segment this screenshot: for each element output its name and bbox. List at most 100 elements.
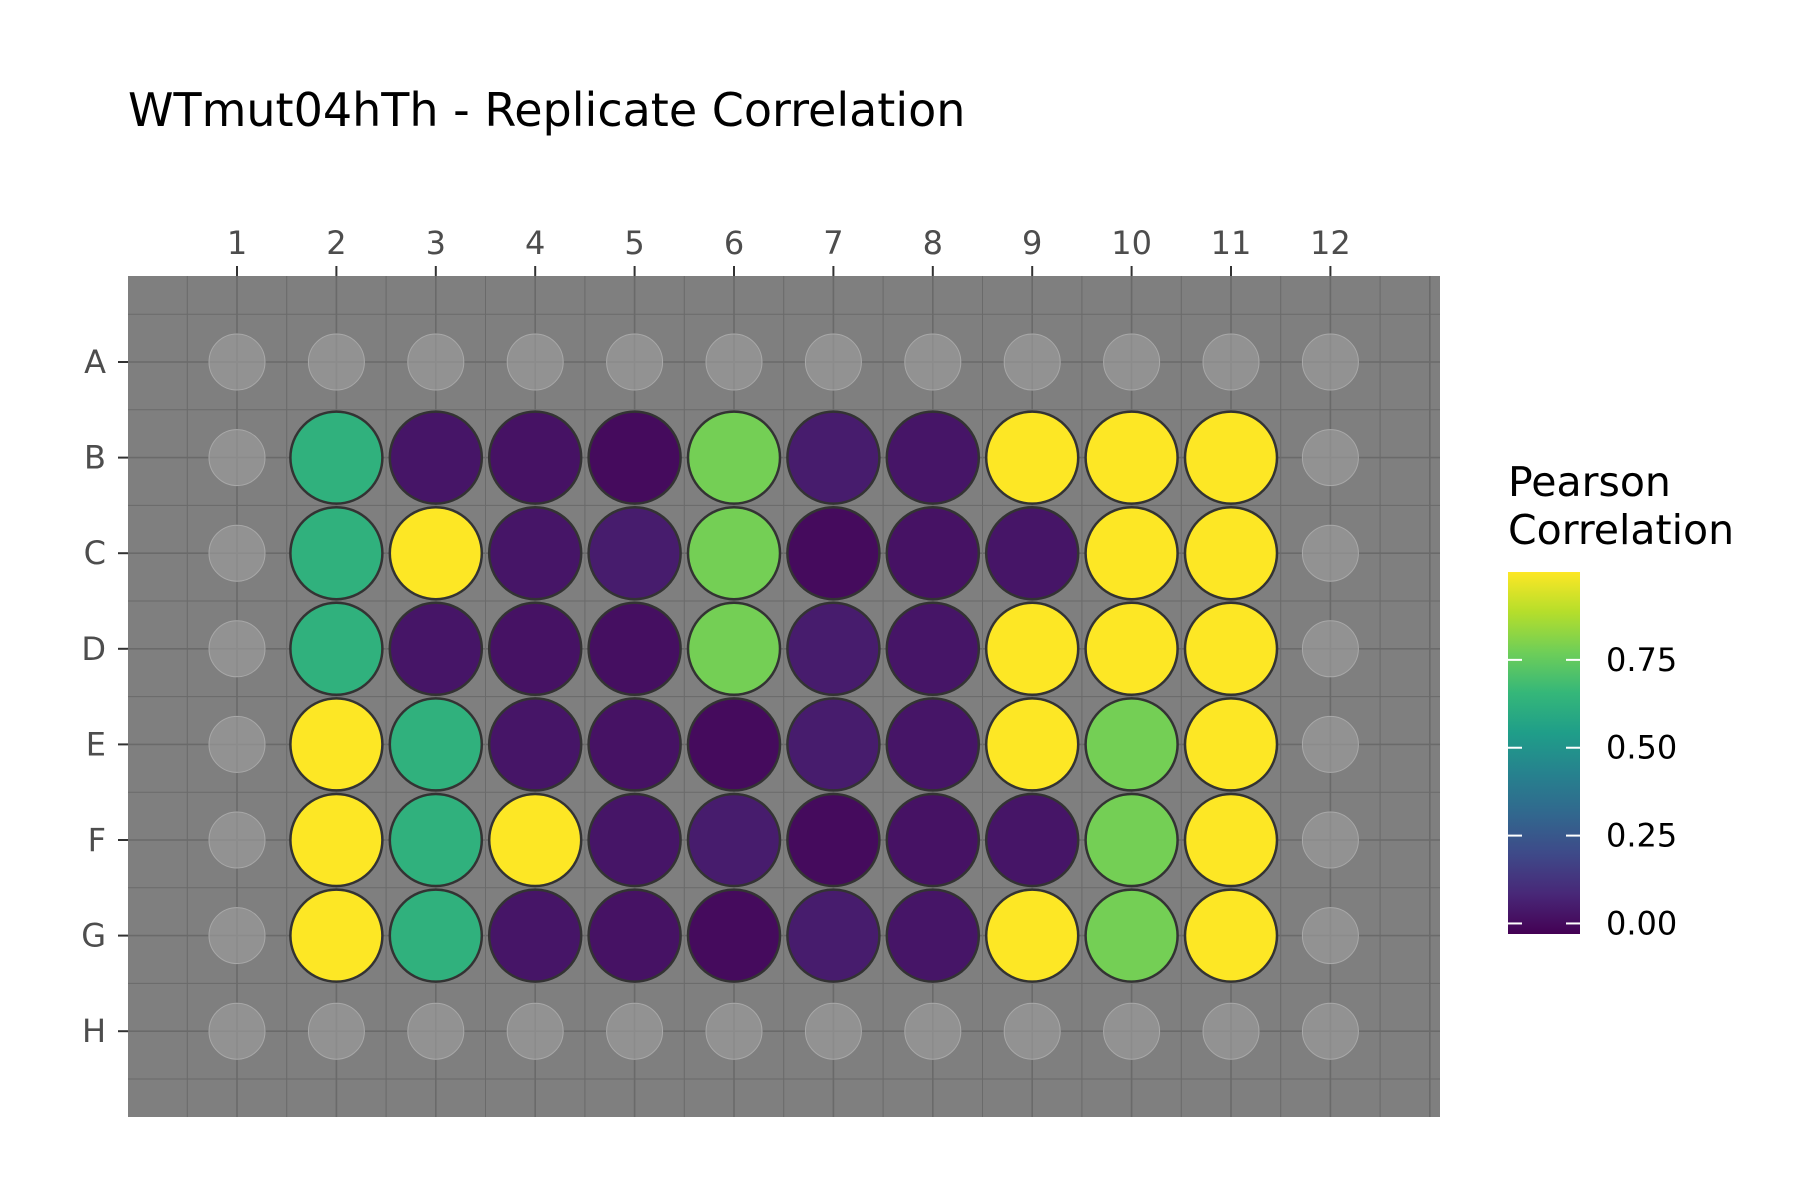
empty-well-B12 bbox=[1301, 429, 1359, 487]
y-tick-label: E bbox=[86, 725, 106, 763]
x-tick-label: 1 bbox=[227, 224, 247, 262]
empty-well-A12 bbox=[1301, 333, 1359, 391]
well-E10 bbox=[1084, 697, 1179, 792]
well-B9 bbox=[984, 410, 1080, 505]
x-tick-label: 12 bbox=[1310, 224, 1351, 262]
empty-well-F1 bbox=[208, 811, 266, 869]
well-G9 bbox=[984, 888, 1080, 983]
well-C11 bbox=[1183, 505, 1279, 601]
colorbar bbox=[1508, 572, 1580, 934]
empty-well-D12 bbox=[1301, 620, 1359, 678]
well-G3 bbox=[388, 888, 484, 983]
well-F9 bbox=[984, 792, 1080, 888]
colorbar-tick-label: 0.75 bbox=[1606, 641, 1677, 679]
well-C7 bbox=[786, 505, 881, 601]
well-C6 bbox=[686, 505, 782, 601]
well-E6 bbox=[686, 697, 782, 792]
well-G11 bbox=[1183, 888, 1279, 983]
empty-well-A4 bbox=[506, 333, 564, 391]
well-D7 bbox=[786, 601, 881, 697]
y-tick-label: G bbox=[81, 917, 106, 955]
x-tick-label: 6 bbox=[724, 224, 744, 262]
x-tick-label: 8 bbox=[923, 224, 943, 262]
empty-well-H1 bbox=[208, 1002, 266, 1060]
y-tick-label: C bbox=[84, 534, 106, 572]
well-B6 bbox=[686, 410, 782, 505]
x-tick-label: 7 bbox=[823, 224, 843, 262]
colorbar-tick-label: 0.25 bbox=[1606, 817, 1677, 855]
well-F4 bbox=[487, 792, 583, 888]
well-C8 bbox=[885, 505, 981, 601]
well-E5 bbox=[587, 697, 682, 792]
well-F3 bbox=[388, 792, 484, 888]
empty-well-H2 bbox=[307, 1002, 365, 1060]
colorbar-legend: Pearson Correlation 0.00 0.25 0.50 0.75 bbox=[1508, 458, 1734, 942]
empty-well-H4 bbox=[506, 1002, 564, 1060]
y-tick-label: H bbox=[82, 1012, 106, 1050]
well-G10 bbox=[1084, 888, 1179, 983]
empty-well-A1 bbox=[208, 333, 266, 391]
empty-well-C12 bbox=[1301, 524, 1359, 582]
y-tick-label: A bbox=[84, 343, 106, 381]
empty-well-H8 bbox=[904, 1002, 962, 1060]
well-C2 bbox=[289, 505, 384, 601]
empty-well-F12 bbox=[1301, 811, 1359, 869]
well-B10 bbox=[1084, 410, 1179, 505]
well-F6 bbox=[686, 792, 782, 888]
empty-well-H7 bbox=[804, 1002, 862, 1060]
empty-well-A2 bbox=[307, 333, 365, 391]
well-B8 bbox=[885, 410, 981, 505]
well-B5 bbox=[587, 410, 682, 505]
well-G5 bbox=[587, 888, 682, 983]
x-tick-label: 11 bbox=[1211, 224, 1252, 262]
empty-well-A3 bbox=[407, 333, 465, 391]
legend-title-line-1: Pearson bbox=[1508, 458, 1671, 506]
well-C5 bbox=[587, 505, 682, 601]
empty-well-H6 bbox=[705, 1002, 763, 1060]
well-G8 bbox=[885, 888, 981, 983]
x-tick-label: 4 bbox=[525, 224, 545, 262]
well-F10 bbox=[1084, 792, 1179, 888]
well-C10 bbox=[1084, 505, 1179, 601]
well-F5 bbox=[587, 792, 682, 888]
empty-well-B1 bbox=[208, 429, 266, 487]
well-E9 bbox=[984, 697, 1080, 792]
well-E2 bbox=[289, 697, 384, 792]
empty-well-D1 bbox=[208, 620, 266, 678]
well-G4 bbox=[487, 888, 583, 983]
well-B4 bbox=[487, 410, 583, 505]
well-E3 bbox=[388, 697, 484, 792]
x-tick-label: 5 bbox=[624, 224, 644, 262]
well-D6 bbox=[686, 601, 782, 697]
empty-well-A5 bbox=[606, 333, 664, 391]
y-tick-label: F bbox=[88, 821, 106, 859]
empty-well-H3 bbox=[407, 1002, 465, 1060]
colorbar-tick-label: 0.00 bbox=[1606, 904, 1677, 942]
well-D8 bbox=[885, 601, 981, 697]
empty-well-A7 bbox=[804, 333, 862, 391]
well-D11 bbox=[1183, 601, 1279, 697]
empty-well-A10 bbox=[1103, 333, 1161, 391]
well-D4 bbox=[487, 601, 583, 697]
x-tick-label: 10 bbox=[1111, 224, 1152, 262]
well-B7 bbox=[786, 410, 881, 505]
well-D3 bbox=[388, 601, 484, 697]
well-C9 bbox=[984, 505, 1080, 601]
chart-title: WTmut04hTh - Replicate Correlation bbox=[128, 83, 965, 137]
empty-well-A8 bbox=[904, 333, 962, 391]
empty-well-A6 bbox=[705, 333, 763, 391]
empty-well-H10 bbox=[1103, 1002, 1161, 1060]
empty-well-H11 bbox=[1202, 1002, 1260, 1060]
empty-well-E1 bbox=[208, 715, 266, 773]
well-D10 bbox=[1084, 601, 1179, 697]
well-F2 bbox=[289, 792, 384, 888]
well-G6 bbox=[686, 888, 782, 983]
legend-title-line-2: Correlation bbox=[1508, 506, 1734, 554]
well-B11 bbox=[1183, 410, 1279, 505]
y-tick-label: D bbox=[81, 630, 106, 668]
empty-well-A11 bbox=[1202, 333, 1260, 391]
well-E11 bbox=[1183, 697, 1279, 792]
colorbar-tick-label: 0.50 bbox=[1606, 729, 1677, 767]
